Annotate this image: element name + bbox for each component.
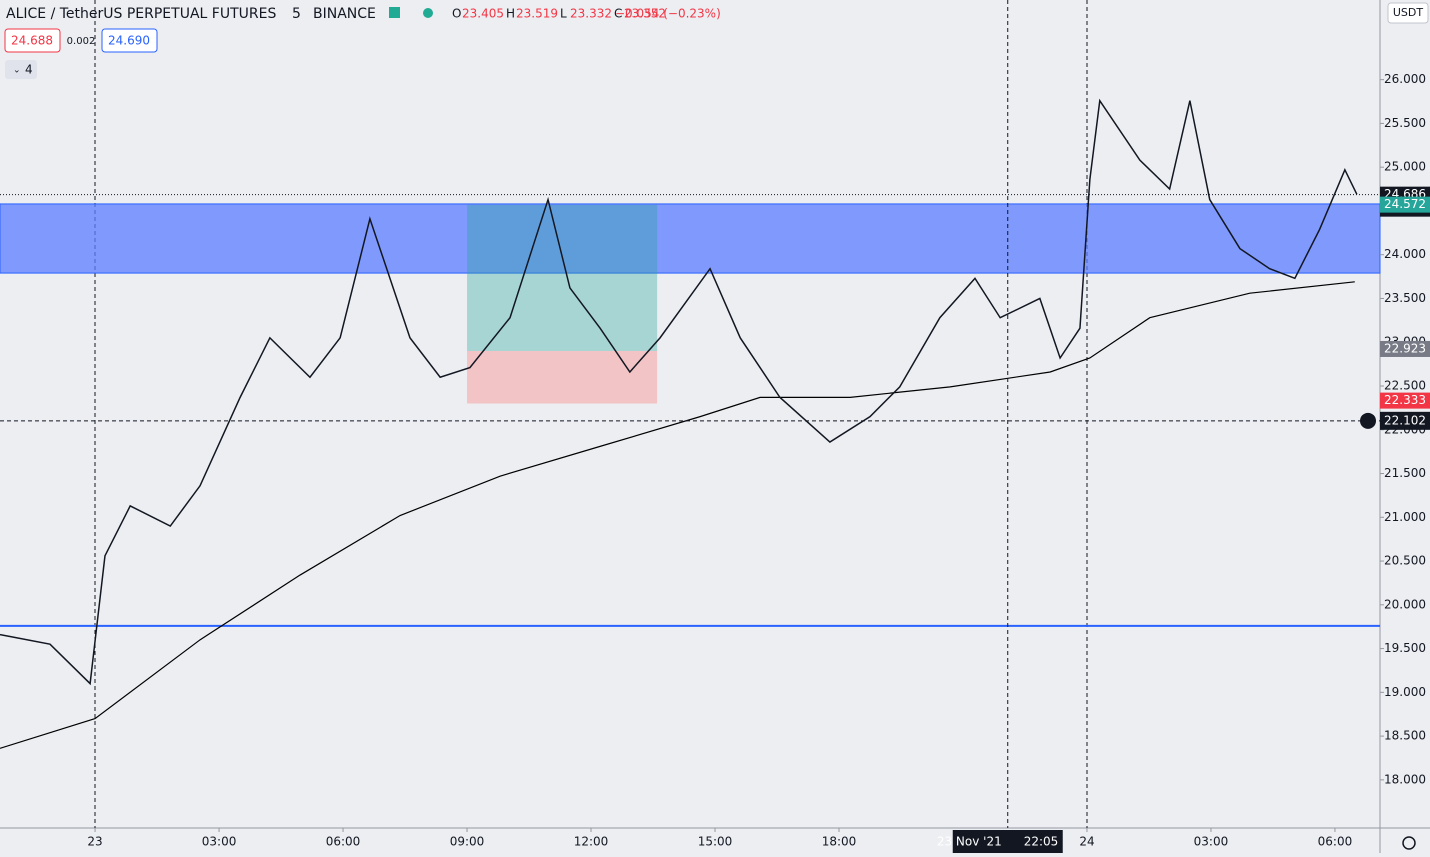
price-label-bg — [1380, 196, 1430, 213]
y-tick-label: 25.000 — [1384, 160, 1426, 174]
layer — [0, 98, 1381, 749]
symbol: ALICE / TetherUS PERPETUAL FUTURES — [6, 6, 276, 22]
y-tick-label: 24.000 — [1384, 247, 1426, 261]
ohlc-key: C — [614, 7, 622, 21]
x-tick-label: 12:00 — [574, 835, 609, 849]
plot-bg — [0, 0, 1380, 828]
y-tick-label: 21.500 — [1384, 466, 1426, 480]
price-label: 24.572 — [1384, 197, 1426, 211]
crosshair-price: 22.102 — [1384, 413, 1426, 427]
ema-line — [0, 281, 1355, 749]
crosshair-clock: 22:05 — [1024, 835, 1059, 849]
y-tick-label: 20.000 — [1384, 597, 1426, 611]
ohlc-key: H — [506, 7, 515, 21]
currency-button[interactable] — [1387, 2, 1429, 24]
position-target — [467, 204, 658, 351]
market-open-icon — [389, 7, 400, 18]
sell-button[interactable] — [4, 28, 61, 53]
exchange: BINANCE — [313, 6, 376, 22]
x-tick-label: 23 — [87, 835, 102, 849]
x-tick-label: 03:00 — [1194, 835, 1229, 849]
crosshair-price-bg — [1380, 411, 1430, 430]
y-tick-label: 20.500 — [1384, 554, 1426, 568]
ohlc-value: 23.519 — [516, 7, 558, 21]
ohlc: O 23.405 H 23.519 L 23.332 C 23.352 — [452, 7, 666, 21]
buy-price[interactable]: 24.690 — [108, 34, 150, 48]
crosshair-date: 23 Nov '21 — [937, 835, 1002, 849]
x-tick-label: 06:00 — [1318, 835, 1353, 849]
y-tick-label: 18.500 — [1384, 729, 1426, 743]
spread: 0.002 — [67, 36, 96, 47]
buy-button[interactable] — [101, 28, 158, 53]
x-tick-label: 03:00 — [202, 835, 237, 849]
ohlc-key: O — [452, 7, 461, 21]
y-tick-label: 26.000 — [1384, 72, 1426, 86]
interval: 5 — [292, 6, 301, 22]
currency[interactable]: USDT — [1393, 6, 1424, 19]
price-label-bg — [1380, 392, 1430, 409]
sell-price[interactable]: 24.688 — [11, 34, 53, 48]
crosshair-time-bg — [952, 830, 1063, 853]
change: −0.054 (−0.23%) — [615, 7, 721, 21]
y-tick-label: 21.000 — [1384, 510, 1426, 524]
y-tick-label: 23.500 — [1384, 291, 1426, 305]
y-tick-label: 19.500 — [1384, 641, 1426, 655]
price-line — [0, 98, 1358, 686]
crosshair-add[interactable] — [1360, 412, 1376, 429]
ohlc-value: 23.405 — [462, 7, 504, 21]
y-tick-label: 25.500 — [1384, 116, 1426, 130]
price-label-bg — [1380, 340, 1430, 357]
resistance-zone — [0, 203, 1381, 274]
indicators-toggle[interactable] — [5, 60, 37, 79]
x-tick-label: 09:00 — [450, 835, 485, 849]
x-tick-label: 15:00 — [698, 835, 733, 849]
x-tick-label: 18:00 — [822, 835, 857, 849]
y-tick-label: 18.000 — [1384, 772, 1426, 786]
indicators-count[interactable]: 4 — [25, 63, 33, 77]
settings-icon[interactable] — [1402, 836, 1416, 850]
chevron: ⌄ — [13, 66, 21, 76]
x-tick-label: 06:00 — [326, 835, 361, 849]
y-tick-label: 19.000 — [1384, 685, 1426, 699]
price-label: 22.333 — [1384, 393, 1426, 407]
ohlc-value: 23.332 — [570, 7, 612, 21]
ohlc-key: L — [560, 7, 567, 21]
position-stop — [467, 350, 658, 404]
x-tick-label: 24 — [1079, 835, 1094, 849]
y-tick-label: 22.500 — [1384, 378, 1426, 392]
ohlc-value: 23.352 — [624, 7, 666, 21]
status-icon[interactable] — [423, 8, 433, 18]
price-label: 22.923 — [1384, 341, 1426, 355]
